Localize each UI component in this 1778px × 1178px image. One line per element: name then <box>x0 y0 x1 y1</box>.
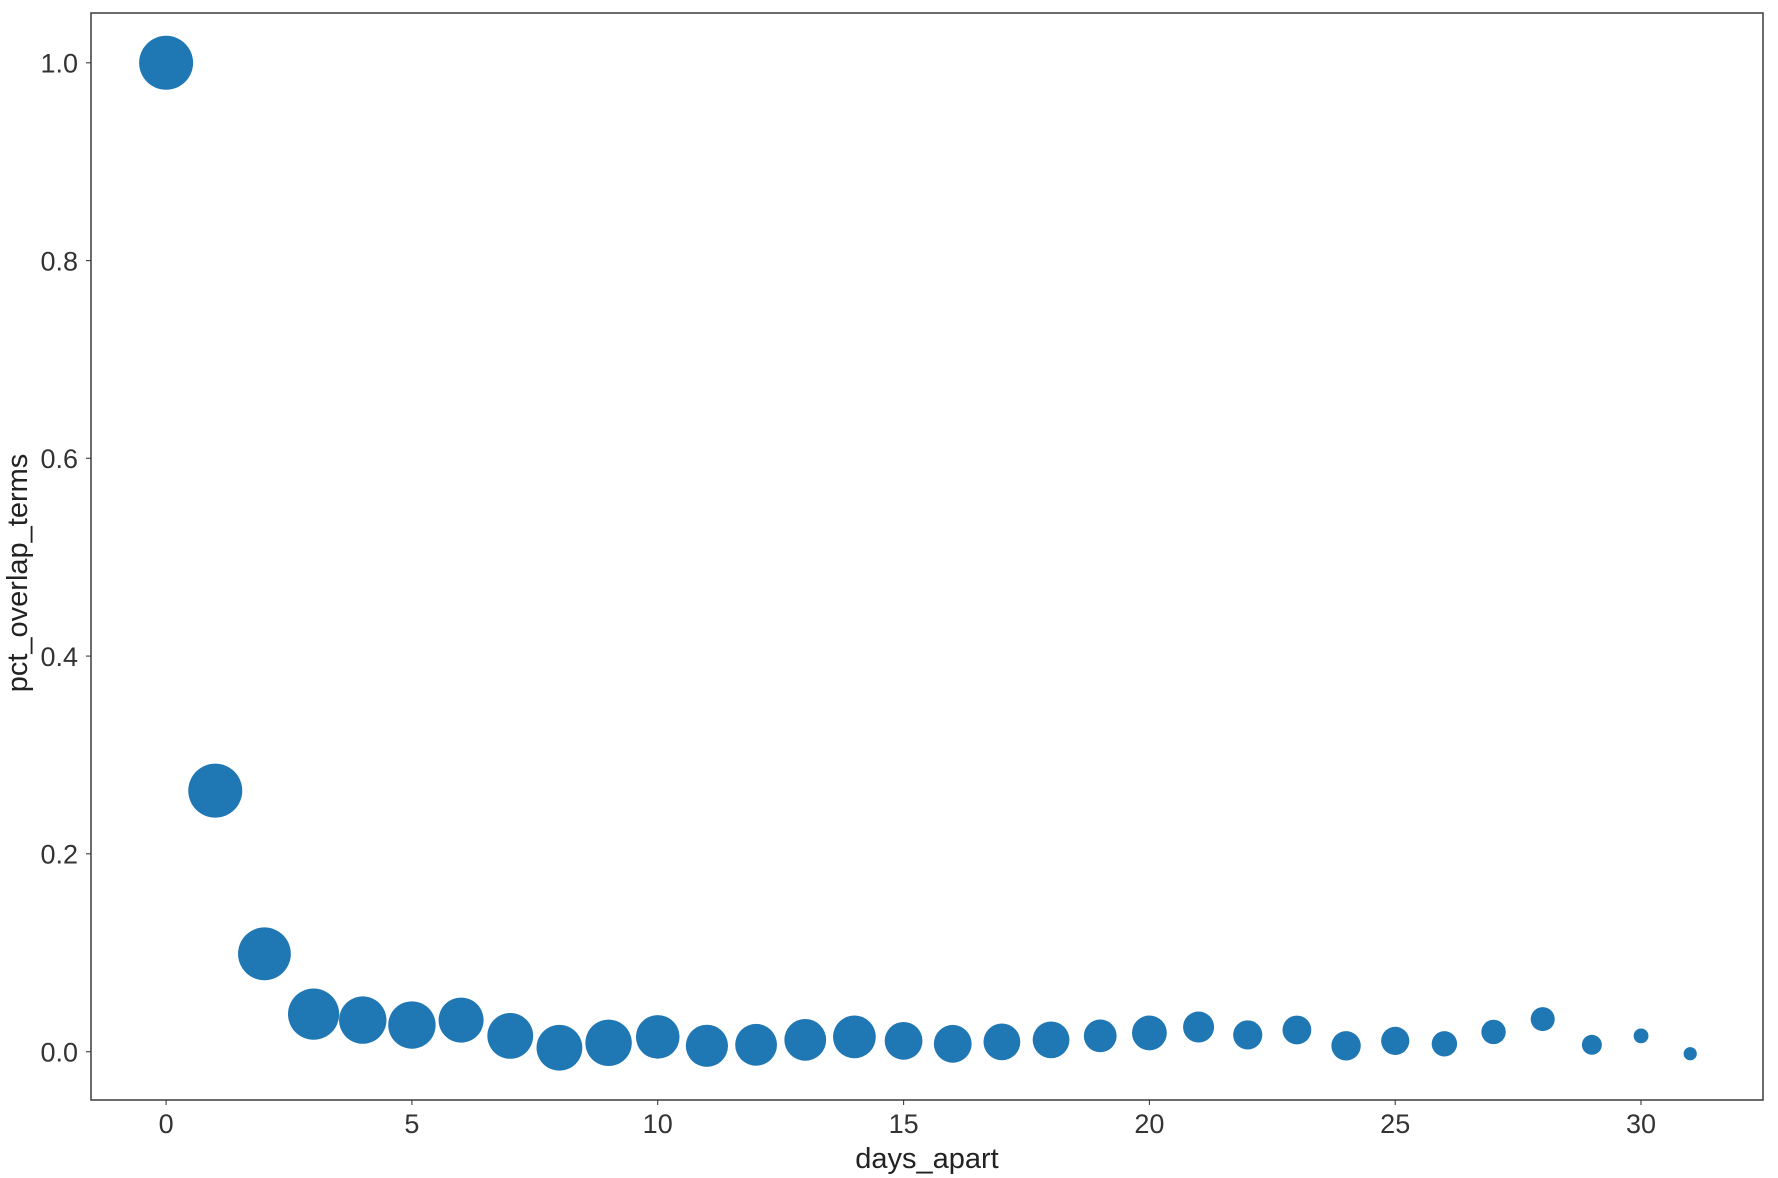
svg-text:20: 20 <box>1134 1109 1164 1139</box>
svg-text:0.2: 0.2 <box>40 840 78 870</box>
svg-text:days_apart: days_apart <box>855 1143 999 1175</box>
svg-text:0.4: 0.4 <box>40 642 78 672</box>
svg-text:0.8: 0.8 <box>40 246 78 276</box>
svg-text:1.0: 1.0 <box>40 49 78 79</box>
svg-text:30: 30 <box>1626 1109 1656 1139</box>
svg-text:pct_overlap_terms: pct_overlap_terms <box>2 454 34 693</box>
svg-text:0.6: 0.6 <box>40 444 78 474</box>
svg-text:0.0: 0.0 <box>40 1037 78 1067</box>
svg-text:10: 10 <box>643 1109 673 1139</box>
svg-text:25: 25 <box>1380 1109 1410 1139</box>
svg-text:0: 0 <box>159 1109 174 1139</box>
svg-text:15: 15 <box>889 1109 919 1139</box>
svg-text:5: 5 <box>404 1109 419 1139</box>
